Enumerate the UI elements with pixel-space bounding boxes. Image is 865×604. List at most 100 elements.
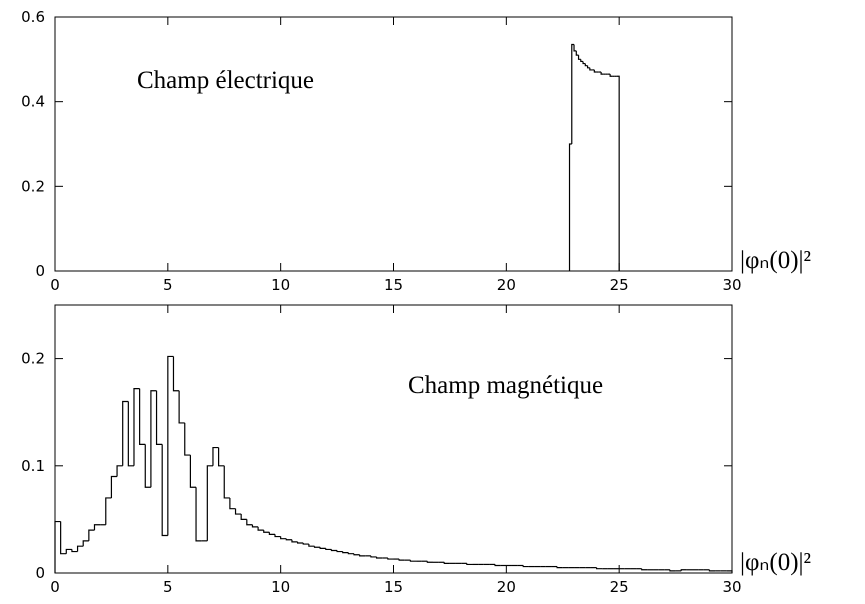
histogram-bin <box>122 400 129 466</box>
histogram-bin <box>105 497 112 525</box>
histogram-bin <box>589 67 593 71</box>
histogram-bin <box>93 524 101 531</box>
x-axis-label: |φₙ(0)|² <box>740 247 811 274</box>
annotation: Champ électrique <box>137 67 314 94</box>
histogram-bin <box>426 561 433 563</box>
histogram-bin <box>65 548 72 554</box>
histogram-bin <box>375 556 383 559</box>
histogram-bin <box>133 388 140 466</box>
histogram-bin <box>139 388 146 445</box>
histogram-bin <box>669 569 676 572</box>
histogram-bin <box>155 390 163 445</box>
histogram-bin <box>285 538 292 541</box>
histogram-bin <box>466 563 473 566</box>
histogram-bin <box>609 74 613 77</box>
histogram-bin <box>522 565 529 568</box>
histogram-bin <box>575 50 579 56</box>
histogram-bin <box>494 564 501 567</box>
histogram-bin <box>189 455 197 488</box>
histogram-bin <box>257 526 264 531</box>
x-tick-label: 0 <box>50 578 60 596</box>
x-tick-label: 0 <box>50 276 60 294</box>
histogram-bin <box>641 568 648 571</box>
x-tick-label: 10 <box>271 276 290 294</box>
histogram-bin <box>680 569 687 571</box>
plot-frame <box>54 16 733 272</box>
histogram-bin <box>573 44 577 52</box>
histogram-bin <box>54 520 61 573</box>
histogram-bin <box>60 521 67 555</box>
histogram-bin <box>212 446 219 466</box>
histogram-bin <box>178 390 185 424</box>
histogram-bin <box>127 401 134 467</box>
histogram-bin <box>580 59 584 63</box>
histogram-bin <box>313 546 321 548</box>
histogram-bin <box>353 553 360 556</box>
histogram-bin <box>240 514 247 520</box>
histogram-bin <box>443 562 450 564</box>
histogram-bin <box>150 390 157 488</box>
histogram-bin <box>116 465 123 477</box>
histogram-bin <box>319 547 326 549</box>
histogram-bin <box>82 540 89 547</box>
histogram-bin <box>167 355 174 536</box>
histogram-bin <box>387 557 394 560</box>
histogram-bin <box>584 63 588 67</box>
histogram-bin <box>302 542 309 545</box>
histogram-bin <box>263 530 270 533</box>
histogram-bin <box>336 550 343 553</box>
histogram-bin <box>600 72 604 75</box>
y-tick-label: 0.4 <box>21 93 45 111</box>
histogram-bin <box>218 447 225 467</box>
histogram-bin <box>586 65 590 69</box>
y-tick-label: 0.6 <box>21 8 45 26</box>
histogram-bin <box>229 497 236 510</box>
histogram-bin <box>88 529 95 541</box>
histogram-bin <box>206 465 213 541</box>
histogram-bin <box>568 143 572 271</box>
histogram-bin <box>571 43 575 144</box>
histogram-bin <box>76 545 84 552</box>
histogram-bin <box>184 422 191 456</box>
y-tick-label: 0.2 <box>21 177 45 195</box>
x-tick-label: 15 <box>384 578 403 596</box>
x-tick-label: 5 <box>163 276 173 294</box>
x-axis-label: |φₙ(0)|² <box>740 549 811 576</box>
x-tick-label: 30 <box>722 276 741 294</box>
y-tick-label: 0 <box>35 262 45 280</box>
histogram-bin <box>172 356 180 392</box>
x-tick-label: 25 <box>610 276 629 294</box>
histogram-bin <box>370 555 377 558</box>
histogram-bin <box>325 548 332 551</box>
x-tick-label: 10 <box>271 578 290 596</box>
x-tick-label: 20 <box>497 578 516 596</box>
x-tick-label: 15 <box>384 276 403 294</box>
histogram-bin <box>708 569 716 572</box>
histogram-bin <box>234 508 242 515</box>
histogram-bin <box>308 544 315 547</box>
y-tick-label: 0 <box>35 564 45 582</box>
histogram-bin <box>110 475 118 498</box>
histogram-bin <box>596 567 603 570</box>
histogram-bin <box>347 552 355 555</box>
x-tick-label: 5 <box>163 578 173 596</box>
histogram-bin <box>359 554 366 557</box>
histogram-bin <box>342 551 349 554</box>
histogram-bin <box>223 465 230 499</box>
histogram-bin <box>398 559 405 561</box>
histogram-bin <box>268 532 276 536</box>
histogram-bin <box>195 487 202 542</box>
histogram-bin <box>161 444 168 537</box>
histogram-bin <box>556 566 563 569</box>
histogram-bin <box>582 61 586 65</box>
histogram-bin <box>291 539 298 543</box>
y-tick-label: 0.1 <box>21 457 45 475</box>
histogram-bin <box>280 536 287 540</box>
histogram-bin <box>246 519 253 526</box>
histogram-bin <box>577 55 581 60</box>
x-tick-label: 20 <box>497 276 516 294</box>
histogram-bin <box>616 75 620 271</box>
x-tick-label: 30 <box>722 578 741 596</box>
histogram-bin <box>274 534 281 538</box>
